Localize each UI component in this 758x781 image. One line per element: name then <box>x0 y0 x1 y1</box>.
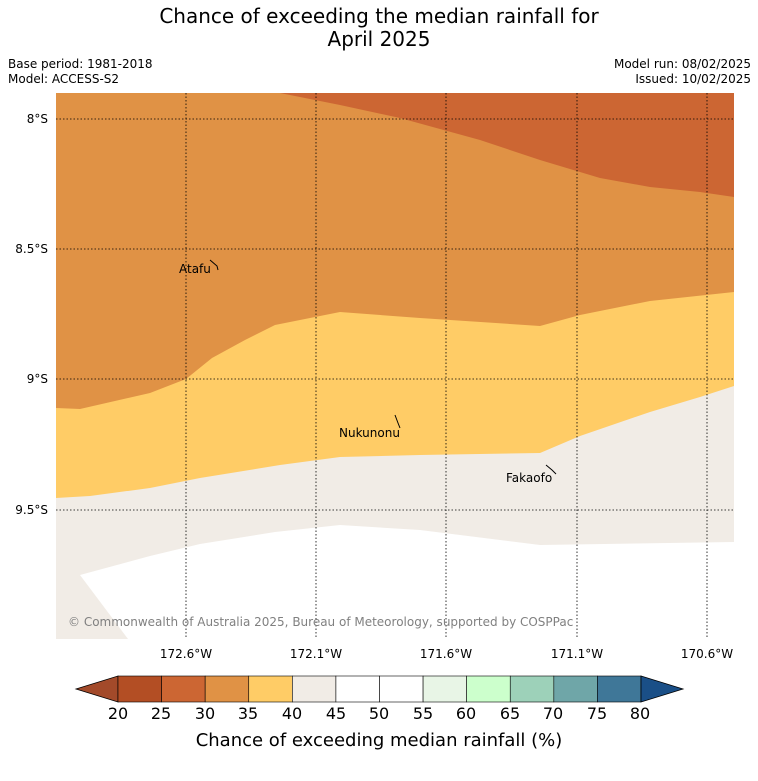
place-label-fakaofo: Fakaofo <box>506 471 552 485</box>
colorbar-tick-80: 80 <box>629 704 651 723</box>
lon-label-171-6w: 171.6°W <box>419 647 473 661</box>
colorbar-tick-40: 40 <box>281 704 303 723</box>
colorbar-segment <box>292 675 337 703</box>
lat-label-8-5s: 8.5°S <box>15 242 48 256</box>
colorbar-over-arrow <box>640 675 685 703</box>
place-label-nukunonu: Nukunonu <box>339 426 400 440</box>
colorbar-segment <box>117 675 162 703</box>
colorbar-tick-35: 35 <box>237 704 259 723</box>
issued-date: Issued: 10/02/2025 <box>635 72 751 86</box>
nukunonu-atoll <box>394 414 401 429</box>
colorbar-tick-20: 20 <box>107 704 129 723</box>
colorbar-under-arrow <box>74 675 119 703</box>
lon-label-170-6w: 170.6°W <box>680 647 734 661</box>
colorbar <box>74 675 685 703</box>
place-label-atafu: Atafu <box>179 262 211 276</box>
colorbar-segment <box>204 675 250 703</box>
meta-right: Model run: 08/02/2025 Issued: 10/02/2025 <box>614 57 751 87</box>
colorbar-segment <box>422 675 467 703</box>
colorbar-tick-75: 75 <box>586 704 608 723</box>
colorbar-tick-55: 55 <box>412 704 434 723</box>
lat-label-9-5s: 9.5°S <box>15 503 48 517</box>
chart-title: Chance of exceeding the median rainfall … <box>0 5 758 51</box>
lon-label-172-6w: 172.6°W <box>159 647 213 661</box>
lat-label-9s: 9°S <box>26 372 48 386</box>
meta-left: Base period: 1981-2018 Model: ACCESS-S2 <box>8 57 153 87</box>
title-line-2: April 2025 <box>327 27 431 51</box>
colorbar-tick-25: 25 <box>150 704 172 723</box>
colorbar-segment <box>379 675 424 703</box>
region-45-55 <box>80 525 734 639</box>
model-name: Model: ACCESS-S2 <box>8 72 120 86</box>
colorbar-tick-65: 65 <box>499 704 521 723</box>
colorbar-segment <box>597 675 642 703</box>
atolls <box>209 259 557 475</box>
colorbar-tick-50: 50 <box>368 704 390 723</box>
colorbar-tick-60: 60 <box>455 704 477 723</box>
base-period: Base period: 1981-2018 <box>8 57 153 71</box>
model-run: Model run: 08/02/2025 <box>613 57 751 71</box>
lat-label-8s: 8°S <box>26 112 48 126</box>
fakaofo-atoll <box>545 464 557 475</box>
lon-label-171-1w: 171.1°W <box>550 647 604 661</box>
colorbar-segment <box>553 675 598 703</box>
colorbar-segment <box>161 675 206 703</box>
colorbar-segment <box>335 675 380 703</box>
colorbar-tick-30: 30 <box>194 704 216 723</box>
atafu-atoll <box>209 259 219 271</box>
colorbar-tick-45: 45 <box>325 704 347 723</box>
title-line-1: Chance of exceeding the median rainfall … <box>159 4 599 28</box>
lon-label-172-1w: 172.1°W <box>289 647 343 661</box>
map-fill-regions <box>56 93 734 639</box>
colorbar-title: Chance of exceeding median rainfall (%) <box>195 730 563 751</box>
copyright-notice: © Commonwealth of Australia 2025, Bureau… <box>68 615 573 629</box>
colorbar-segment <box>248 675 293 703</box>
colorbar-segment <box>509 675 555 703</box>
colorbar-tick-70: 70 <box>542 704 564 723</box>
graticule <box>56 93 734 639</box>
colorbar-segment <box>466 675 511 703</box>
